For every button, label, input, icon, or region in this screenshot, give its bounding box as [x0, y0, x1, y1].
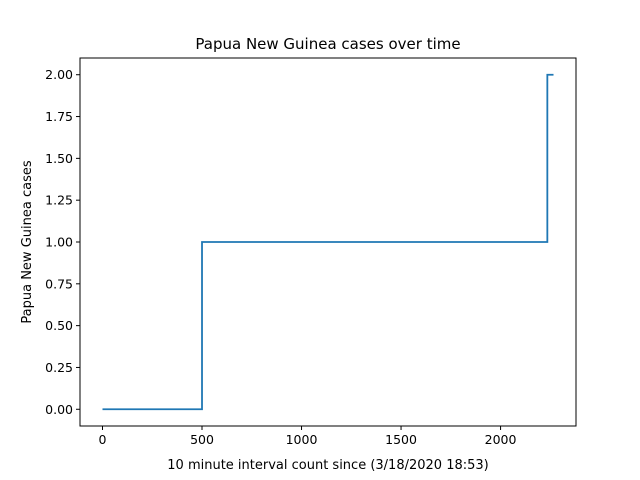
y-tick-label: 1.50 [45, 151, 73, 166]
y-tick-label: 0.25 [45, 360, 73, 375]
x-tick-label: 500 [190, 432, 214, 447]
chart-title: Papua New Guinea cases over time [195, 35, 460, 53]
y-tick-label: 0.50 [45, 318, 73, 333]
y-tick-label: 0.75 [45, 276, 73, 291]
y-tick-label: 1.25 [45, 193, 73, 208]
series-line [102, 73, 554, 411]
y-axis-ticks: 0.00 0.25 0.50 0.75 1.00 1.25 1.50 1.75 2.00 [45, 67, 80, 417]
axes-frame [79, 57, 577, 427]
y-axis-label: Papua New Guinea cases [20, 160, 35, 323]
x-axis-ticks: 0 500 1000 1500 2000 [99, 426, 517, 447]
y-tick-label: 1.75 [45, 109, 73, 124]
x-tick-label: 1000 [286, 432, 318, 447]
x-tick-label: 2000 [485, 432, 517, 447]
x-tick-label: 1500 [385, 432, 417, 447]
y-tick-label: 1.00 [45, 235, 73, 250]
y-tick-label: 2.00 [45, 67, 73, 82]
x-tick-label: 0 [99, 432, 107, 447]
y-tick-label: 0.00 [45, 402, 73, 417]
plot-area [102, 73, 554, 411]
x-axis-label: 10 minute interval count since (3/18/202… [167, 458, 488, 473]
